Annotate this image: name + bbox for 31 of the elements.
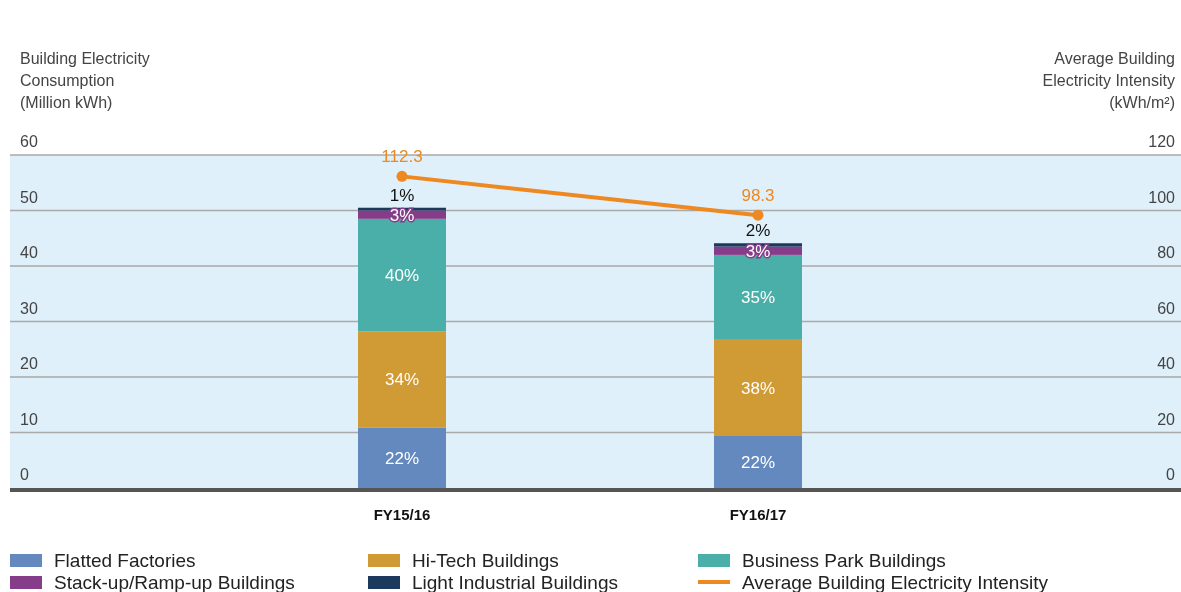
annotation: 2% xyxy=(745,221,771,241)
annotation: 38% xyxy=(740,378,776,398)
y-tick-label: 0 xyxy=(20,466,29,483)
x-tick-label: FY15/16 xyxy=(373,506,431,523)
annotation: 35% xyxy=(740,288,776,308)
y-tick-label: 50 xyxy=(20,188,38,206)
x-tick-label: FY16/17 xyxy=(729,506,787,523)
y2-tick-label: 0 xyxy=(1166,466,1176,483)
y-tick-label: 20 xyxy=(20,355,38,372)
annotation: 22% xyxy=(384,448,420,468)
y2-axis-title: Average Building Electricity Intensity (kWh/m²) xyxy=(1042,50,1175,111)
y-tick-label: 60 xyxy=(20,133,38,150)
annotation: 22% xyxy=(740,452,776,472)
y-tick-label: 30 xyxy=(20,299,38,317)
y2-tick-label: 120 xyxy=(1148,133,1176,150)
y2-tick-label: 20 xyxy=(1157,410,1176,428)
annotation: 34% xyxy=(384,370,420,390)
data-label: 112.3 xyxy=(381,147,423,167)
data-label: 98.3 xyxy=(741,186,775,206)
y-tick-label: 10 xyxy=(20,410,38,428)
legend-label: Flatted Factories xyxy=(54,550,196,571)
y2-tick-label: 60 xyxy=(1157,299,1176,317)
y2-tick-label: 100 xyxy=(1148,188,1176,206)
y2-tick-label: 40 xyxy=(1157,355,1176,372)
y-tick-label: 40 xyxy=(20,244,38,261)
legend-label: Hi-Tech Buildings xyxy=(412,550,559,571)
legend-label: Business Park Buildings xyxy=(742,550,946,571)
annotation: 1% xyxy=(389,185,415,205)
y2-tick-label: 80 xyxy=(1157,244,1176,261)
y-axis-title: Building Electricity Consumption (Million kWh) xyxy=(20,50,150,111)
annotation: 40% xyxy=(384,266,420,286)
